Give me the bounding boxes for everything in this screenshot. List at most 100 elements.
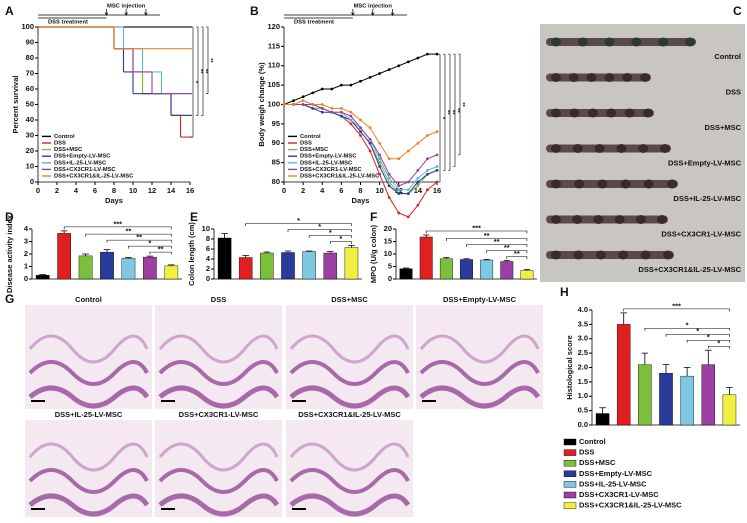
colon-segment [572,144,583,153]
colon-segment [604,37,615,47]
tissue [28,385,150,409]
colon-segment [568,73,579,82]
series-point [378,153,382,157]
y-axis-label: Histological score [565,335,574,400]
significance-bracket [196,26,199,116]
colon-segment [643,179,654,189]
series-point [397,64,401,68]
significance-bracket [446,238,528,241]
colon [546,251,674,259]
series-point [416,176,420,180]
significance-label: * [696,327,699,336]
x-tick-label: 16 [433,186,441,195]
error-bar [221,233,228,238]
colon-segment [606,108,617,118]
y-tick-label: 0 [388,274,392,283]
significance-bracket [443,53,446,171]
series-point [435,180,439,184]
y-tick-label: 6 [206,244,210,253]
series-point [292,99,295,103]
treatment-label: DSS treatment [294,20,334,26]
legend-label: DSS+MSC [579,458,616,467]
bar [281,252,295,280]
series-point [387,180,391,184]
bar [78,255,93,280]
series-point [426,157,429,161]
y-tick-label: 90 [272,138,280,147]
error-bar [641,352,649,365]
y-tick-label: 0 [24,274,28,283]
colon-segment [660,144,670,153]
legend-swatch [563,491,577,499]
colon-segment [631,37,642,47]
colon-segment [551,73,561,82]
series-point [320,106,324,110]
series-point [416,168,420,172]
y-tick-label: 40 [26,115,34,124]
colon-segment [620,179,631,189]
micrograph [155,305,282,409]
legend-label: DSS+CX3CR1-LV-MSC [300,167,362,173]
series-point [435,168,439,172]
series-point [330,106,334,110]
x-tick-label: 14 [414,186,423,195]
photo-label: DSS+CX3CR1-LV-MSC [661,229,741,238]
injection-arrow [370,9,375,17]
y-tick-label: 15 [384,236,392,245]
colon-segment [572,215,583,224]
x-tick-label: 8 [112,186,116,195]
series-point [426,172,429,176]
significance-bracket [201,26,204,116]
colon-segment [622,73,633,82]
tissue [419,334,540,364]
series-point [378,172,382,176]
colon-segment [635,215,646,224]
y-tick-label: 0.0 [578,420,588,429]
significance-label: *** [472,223,481,232]
series-point [387,196,391,199]
series-point [387,176,391,180]
significance-label: ** [207,58,213,63]
x-tick-label: 12 [148,186,156,195]
series-point [397,188,401,192]
bar [143,256,157,280]
x-tick-label: 2 [55,186,59,195]
series-point [330,87,334,91]
tissue [28,468,149,494]
colon [546,215,668,224]
series-point [406,188,410,192]
series-point [311,91,315,95]
panel-letter: B [250,4,259,18]
series-point [359,79,362,83]
y-tick-label: 100 [267,99,280,108]
series-point [397,211,401,215]
significance-label: * [329,228,332,237]
significance-bracket [665,333,730,337]
legend-label: DSS+MSC [54,147,83,153]
tissue [419,385,541,409]
injection-arrow [390,9,395,17]
series-point [435,52,439,56]
legend-label: DSS+Empty-LV-MSC [300,154,357,160]
series-point [397,157,401,161]
colon-segment [574,179,585,189]
injection-arrow [351,9,355,17]
micrograph-label: DSS [211,295,226,304]
bar [217,237,232,280]
y-tick-label: 80 [272,177,280,186]
series-point [426,188,429,192]
colon [546,144,671,153]
colon-segment [685,37,695,47]
series-point [301,99,305,103]
tissue [158,493,280,517]
series-point [359,134,362,137]
y-tick-label: 5 [388,261,392,270]
significance-label: ** [454,108,460,113]
tissue [158,334,279,364]
significance-label: * [439,117,445,120]
series-point [368,137,372,141]
tissue [289,442,410,472]
series-point [339,114,343,118]
bar [399,268,413,280]
series-point [339,110,343,114]
